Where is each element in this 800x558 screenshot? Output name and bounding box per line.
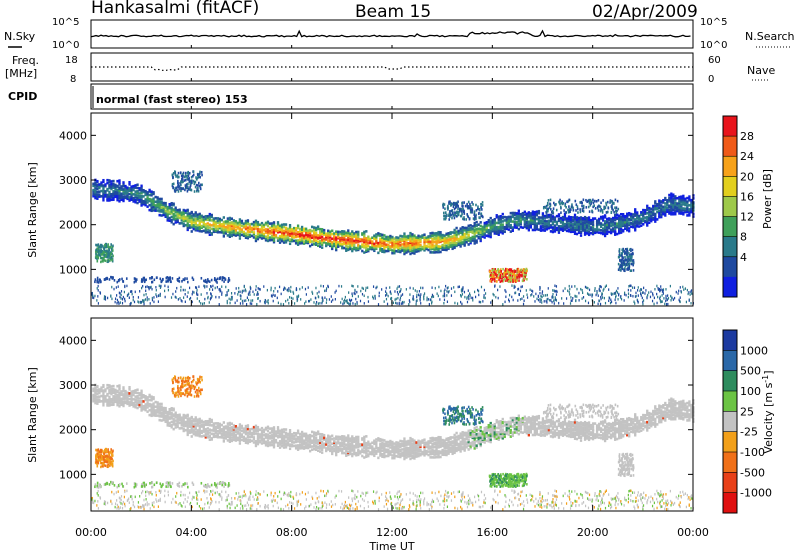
ytick-label: 2000 [59, 424, 87, 437]
colorbar-swatch [723, 330, 737, 351]
colorbar-label: 1000 [740, 344, 768, 357]
freq-trace [91, 67, 693, 70]
colorbar-label: -25 [740, 426, 758, 439]
beam-title: Beam 15 [355, 2, 431, 22]
power-panel: 4000 3000 2000 1000 Slant Range [km] [26, 113, 695, 306]
ytick-label: 1000 [59, 263, 87, 276]
xtick-label: 16:00 [476, 526, 508, 539]
colorbar-swatch [723, 371, 737, 392]
colorbar-label: 4 [740, 251, 747, 264]
time-axis-label: Time UT [368, 540, 414, 553]
xtick-label: 20:00 [577, 526, 609, 539]
colorbar-label: 28 [740, 130, 754, 143]
cpid-text: normal (fast stereo) 153 [96, 93, 248, 106]
colorbar-swatch [723, 217, 737, 238]
colorbar-swatch [723, 493, 737, 514]
ytick-label: 3000 [59, 174, 87, 187]
velocity-colorbar-title: Velocity [m s-1] [761, 370, 775, 453]
velocity-panel: 4000 3000 2000 1000 Slant Range [km] [26, 318, 695, 511]
xtick-label: 12:00 [376, 526, 408, 539]
nave-label: Nave [747, 64, 775, 77]
colorbar-swatch [723, 237, 737, 258]
colorbar-label: 24 [740, 150, 754, 163]
colorbar-label: 16 [740, 190, 754, 203]
colorbar-label: -1000 [740, 487, 772, 500]
velocity-echoes [91, 375, 694, 510]
xtick-label: 00:00 [677, 526, 709, 539]
colorbar-swatch [723, 176, 737, 197]
power-colorbar-title: Power [dB] [761, 169, 774, 229]
colorbar-label: 25 [740, 405, 754, 418]
colorbar-swatch [723, 452, 737, 473]
date-title: 02/Apr/2009 [592, 2, 698, 22]
colorbar-label: 8 [740, 231, 747, 244]
colorbar-swatch [723, 136, 737, 157]
freq-panel: Freq. [MHz] 18 8 60 0 Nave [5, 53, 775, 85]
nsearch-ybottom: 10^0 [700, 40, 727, 51]
ytick-label: 2000 [59, 219, 87, 232]
nsearch-ytop: 10^5 [700, 17, 727, 28]
power-ylabel: Slant Range [km] [26, 162, 39, 258]
colorbar-swatch [723, 156, 737, 177]
colorbar-swatch [723, 472, 737, 493]
time-axis: 00:00 04:00 08:00 12:00 16:00 20:00 00:00 [75, 45, 709, 539]
colorbar-label: 100 [740, 385, 761, 398]
colorbar-label: 12 [740, 211, 754, 224]
xtick-label: 00:00 [75, 526, 107, 539]
cpid-panel: CPID normal (fast stereo) 153 [8, 84, 693, 109]
colorbar-swatch [723, 411, 737, 432]
ytick-label: 3000 [59, 379, 87, 392]
power-echoes [91, 170, 694, 305]
nave-ybottom: 0 [708, 74, 714, 85]
colorbar-swatch [723, 196, 737, 217]
freq-ybottom: 8 [70, 74, 76, 85]
xtick-label: 08:00 [276, 526, 308, 539]
velocity-ylabel: Slant Range [km] [26, 367, 39, 463]
ytick-label: 1000 [59, 468, 87, 481]
freq-unit-label: [MHz] [5, 67, 37, 80]
xtick-label: 04:00 [175, 526, 207, 539]
nave-ytop: 60 [708, 55, 721, 66]
power-colorbar: 28 24 20 16 12 8 4 [723, 116, 754, 298]
nsky-panel: N.Sky 10^5 10^0 10^5 10^0 N.Search [4, 17, 795, 51]
nsky-ytop: 10^5 [52, 17, 79, 28]
ytick-label: 4000 [59, 334, 87, 347]
colorbar-label: 20 [740, 170, 754, 183]
station-title: Hankasalmi (fitACF) [91, 0, 259, 18]
nsearch-label: N.Search [745, 30, 795, 43]
colorbar-swatch [723, 350, 737, 371]
ytick-label: 4000 [59, 129, 87, 142]
freq-label: Freq. [12, 54, 39, 67]
colorbar-label: -500 [740, 466, 765, 479]
colorbar-swatch [723, 391, 737, 412]
colorbar-swatch [723, 432, 737, 453]
cpid-label: CPID [8, 90, 37, 103]
colorbar-label: 500 [740, 365, 761, 378]
nsky-ybottom: 10^0 [52, 40, 79, 51]
nsky-trace [91, 31, 691, 37]
colorbar-swatch [723, 116, 737, 137]
colorbar-swatch [723, 277, 737, 298]
colorbar-swatch [723, 257, 737, 278]
freq-ytop: 18 [65, 55, 78, 66]
nsky-label: N.Sky [4, 30, 36, 43]
